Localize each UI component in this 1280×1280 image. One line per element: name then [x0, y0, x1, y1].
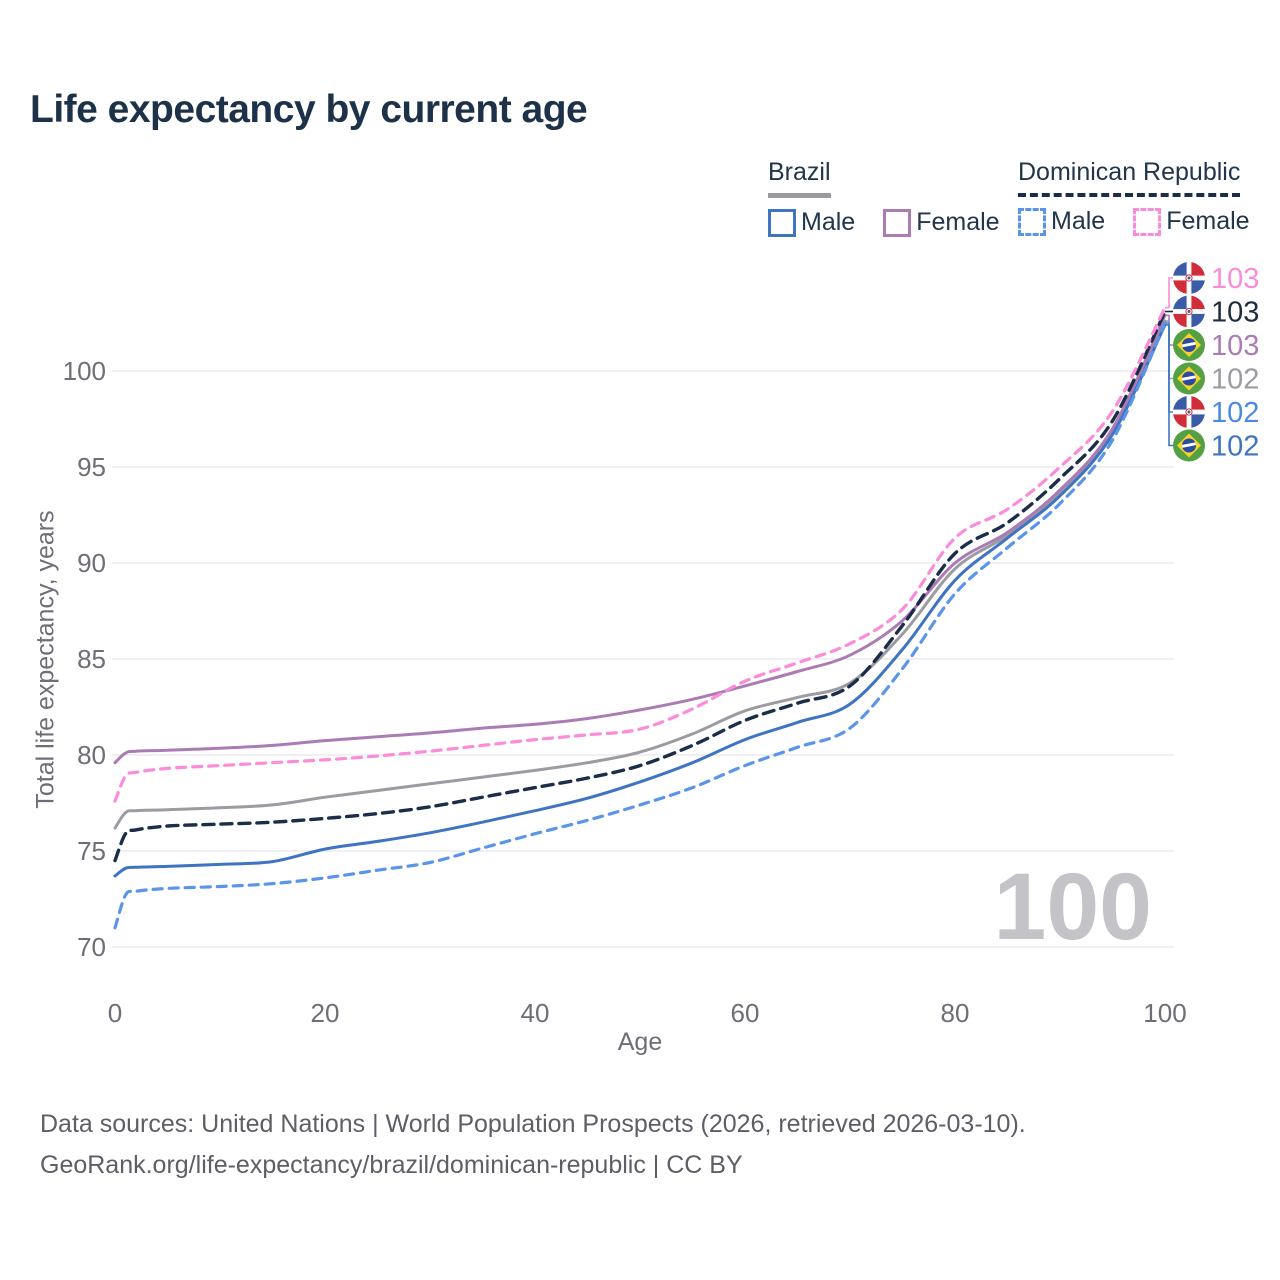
- series-line-brazil-female[interactable]: [113, 313, 1167, 765]
- brazil-flag-icon: [1173, 329, 1205, 361]
- x-tick-label: 100: [1143, 998, 1186, 1028]
- y-tick-label: 80: [77, 740, 106, 770]
- end-label-value: 103: [1211, 297, 1259, 329]
- series-line-dominican-republic-female[interactable]: [113, 306, 1167, 803]
- series-lines: [113, 306, 1167, 930]
- current-age-watermark: 100: [993, 854, 1152, 960]
- legend-item-label: Male: [801, 208, 856, 236]
- legend-item-brazil-female[interactable]: Female: [883, 208, 1000, 237]
- gridlines: [112, 370, 1174, 948]
- x-tick-label: 60: [731, 998, 760, 1028]
- series-line-dominican-republic-male[interactable]: [113, 321, 1167, 930]
- end-label-row-brazil-both: 102: [1173, 363, 1259, 396]
- brazil-male-swatch-icon[interactable]: [768, 208, 796, 237]
- legend-item-label: Female: [1166, 207, 1250, 235]
- legend-item-dominican-republic-male[interactable]: Male: [1018, 207, 1105, 236]
- y-axis-title: Total life expectancy, years: [31, 510, 60, 809]
- x-tick-label: 0: [108, 998, 122, 1028]
- y-tick-label: 90: [77, 548, 106, 578]
- axis-tick-labels: 70 75 80 85 90 95 100 0 20 40 60 80 100: [63, 356, 1187, 1028]
- brazil-flag-icon: [1173, 430, 1205, 462]
- y-tick-label: 70: [77, 932, 106, 962]
- legend-item-brazil-male[interactable]: Male: [768, 208, 855, 237]
- y-tick-label: 85: [77, 644, 106, 674]
- y-tick-label: 75: [77, 836, 106, 866]
- end-label-leader-line: [1165, 277, 1173, 309]
- legend-item-dominican-republic-female[interactable]: Female: [1133, 207, 1250, 236]
- x-axis-title: Age: [617, 1028, 663, 1056]
- footer-attribution-line: GeoRank.org/life-expectancy/brazil/domin…: [40, 1151, 743, 1180]
- y-tick-label: 95: [77, 452, 106, 482]
- end-label-leader-line: [1165, 324, 1173, 447]
- y-tick-label: 100: [63, 356, 106, 386]
- footer-sources-line: Data sources: United Nations | World Pop…: [40, 1110, 1026, 1138]
- end-label-value: 103: [1211, 330, 1259, 362]
- end-label-row-brazil-male: 102: [1173, 430, 1259, 463]
- legend-group-brazil: Brazil Male Female: [768, 158, 1000, 237]
- brazil-female-swatch-icon[interactable]: [883, 208, 912, 237]
- x-tick-label: 20: [311, 998, 340, 1028]
- footer: Data sources: United Nations | World Pop…: [40, 1104, 1026, 1187]
- end-label-row-dominican-republic-female: 103: [1173, 262, 1259, 295]
- brazil-flag-icon: [1173, 363, 1205, 395]
- legend-group-dominican-republic: Dominican Republic Male Female: [1018, 158, 1250, 236]
- x-tick-label: 40: [521, 998, 550, 1028]
- series-line-brazil-male[interactable]: [113, 323, 1167, 878]
- end-label-value: 102: [1211, 364, 1259, 396]
- end-label-value: 103: [1211, 263, 1259, 295]
- series-line-dominican-republic-both[interactable]: [113, 309, 1167, 863]
- legend-group-title-dominican-republic: Dominican Republic: [1018, 158, 1241, 197]
- legend-item-label: Female: [916, 208, 1000, 236]
- dominican-republic-flag-icon: [1173, 396, 1205, 428]
- end-label-row-brazil-female: 103: [1173, 329, 1259, 362]
- dominican-republic-flag-icon: [1173, 296, 1205, 328]
- dominican-republic-female-swatch-icon[interactable]: [1133, 207, 1162, 236]
- dominican-republic-flag-icon: [1173, 262, 1205, 294]
- legend-item-label: Male: [1051, 207, 1106, 235]
- dominican-republic-male-swatch-icon[interactable]: [1018, 207, 1046, 236]
- end-label-value: 102: [1211, 431, 1259, 463]
- end-label-row-dominican-republic-male: 102: [1173, 396, 1259, 429]
- page-title: Life expectancy by current age: [30, 88, 588, 131]
- x-tick-label: 80: [941, 998, 970, 1028]
- series-line-brazil-both[interactable]: [113, 319, 1167, 830]
- end-label-value: 102: [1211, 397, 1259, 429]
- legend-group-title-brazil: Brazil: [768, 158, 831, 198]
- end-label-row-dominican-republic-both: 103: [1173, 296, 1259, 329]
